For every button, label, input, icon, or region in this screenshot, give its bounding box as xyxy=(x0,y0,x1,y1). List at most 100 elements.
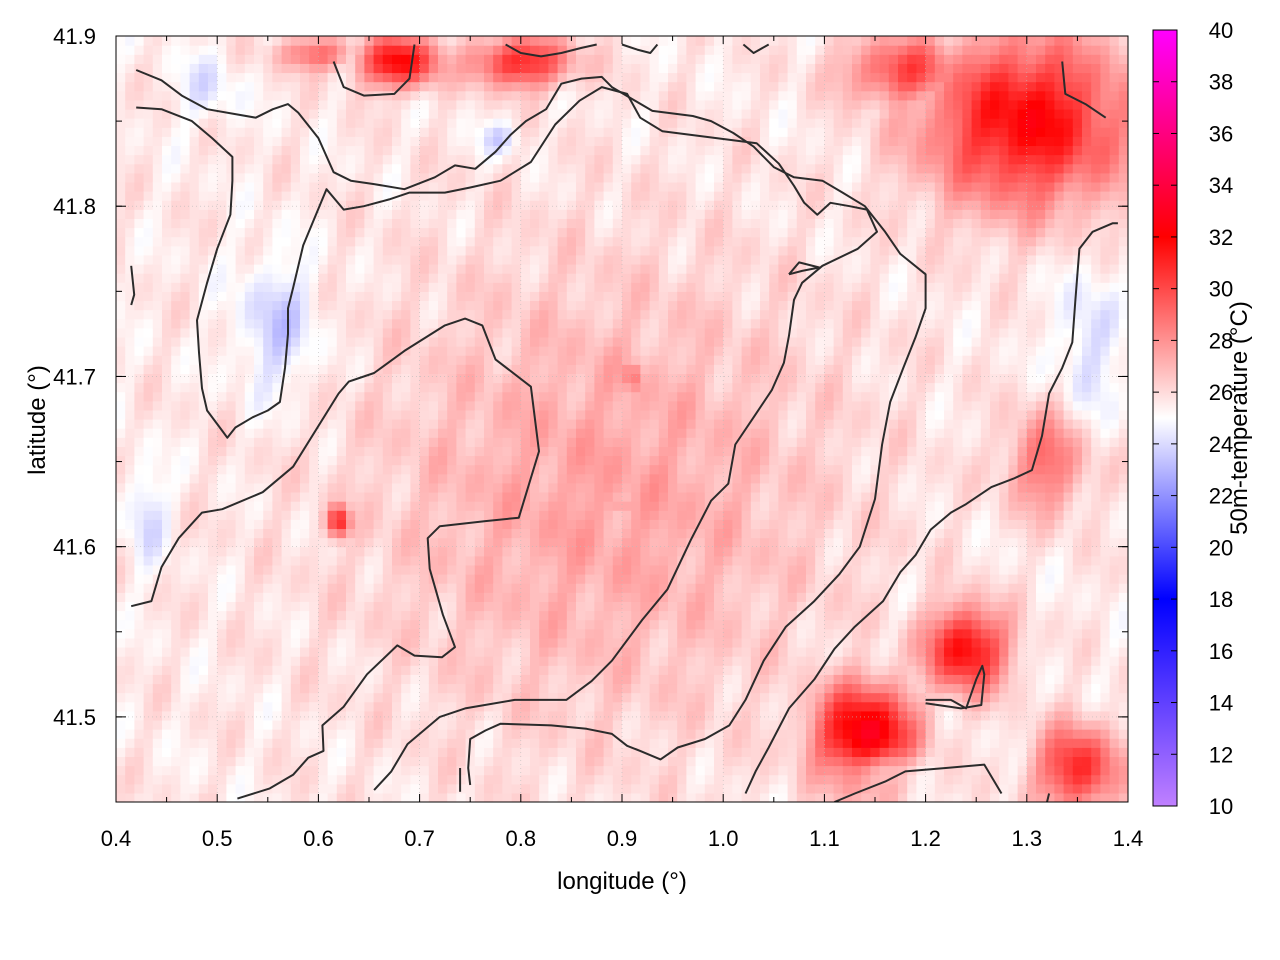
heatmap-cell xyxy=(152,637,163,648)
heatmap-cell xyxy=(152,409,163,420)
heatmap-cell xyxy=(171,99,181,110)
heatmap-cell xyxy=(125,482,135,493)
heatmap-cell xyxy=(346,555,356,566)
heatmap-cell xyxy=(520,610,531,621)
heatmap-cell xyxy=(355,701,365,712)
heatmap-cell xyxy=(290,719,301,730)
heatmap-cell xyxy=(585,209,595,219)
heatmap-cell xyxy=(364,592,375,602)
heatmap-cell xyxy=(493,36,503,46)
heatmap-cell xyxy=(438,464,448,475)
heatmap-cell xyxy=(327,154,338,165)
heatmap-cell xyxy=(281,665,292,675)
heatmap-cell xyxy=(493,172,503,183)
heatmap-cell xyxy=(272,409,283,420)
heatmap-cell xyxy=(401,391,411,402)
heatmap-cell xyxy=(631,81,641,92)
heatmap-cell xyxy=(502,473,513,484)
heatmap-cell xyxy=(548,63,559,74)
heatmap-cell xyxy=(162,419,172,429)
heatmap-cell xyxy=(152,564,163,575)
heatmap-cell xyxy=(576,546,586,557)
heatmap-cell xyxy=(143,263,154,274)
heatmap-cell xyxy=(474,756,485,767)
heatmap-cell xyxy=(594,738,605,748)
heatmap-cell xyxy=(309,273,319,283)
heatmap-cell xyxy=(244,382,255,393)
heatmap-cell xyxy=(309,537,319,548)
heatmap-cell xyxy=(548,510,559,520)
heatmap-cell xyxy=(585,710,595,721)
heatmap-cell xyxy=(300,510,310,520)
heatmap-cell xyxy=(649,792,660,802)
heatmap-cell xyxy=(254,729,264,739)
heatmap-cell xyxy=(465,555,476,566)
heatmap-cell xyxy=(198,473,209,484)
heatmap-cell xyxy=(263,519,273,530)
heatmap-cell xyxy=(474,665,485,675)
heatmap-cell xyxy=(134,665,145,675)
heatmap-cell xyxy=(419,482,430,493)
heatmap-cell xyxy=(419,783,430,794)
heatmap-cell xyxy=(263,428,273,438)
heatmap-cell xyxy=(336,282,347,292)
heatmap-cell xyxy=(419,108,430,119)
heatmap-cell xyxy=(226,382,237,393)
heatmap-cell xyxy=(116,592,126,602)
heatmap-cell xyxy=(548,656,559,666)
heatmap-cell xyxy=(355,482,365,493)
heatmap-cell xyxy=(465,72,476,83)
heatmap-cell xyxy=(649,428,660,438)
heatmap-cell xyxy=(189,710,200,721)
heatmap-cell xyxy=(346,72,356,83)
heatmap-cell xyxy=(116,263,126,274)
heatmap-cell xyxy=(254,646,264,657)
heatmap-cell xyxy=(566,136,577,147)
heatmap-cell xyxy=(658,701,669,712)
heatmap-cell xyxy=(603,482,614,493)
heatmap-cell xyxy=(585,181,595,192)
heatmap-cell xyxy=(217,54,227,64)
heatmap-cell xyxy=(530,710,540,721)
heatmap-cell xyxy=(162,336,172,347)
heatmap-cell xyxy=(539,200,549,210)
heatmap-cell xyxy=(530,747,540,758)
heatmap-cell xyxy=(484,428,494,438)
heatmap-cell xyxy=(502,747,513,758)
heatmap-cell xyxy=(474,346,485,356)
heatmap-cell xyxy=(171,637,181,648)
heatmap-cell xyxy=(235,154,246,165)
heatmap-cell xyxy=(134,291,145,302)
heatmap-cell xyxy=(612,501,623,511)
heatmap-cell xyxy=(493,738,503,748)
heatmap-cell xyxy=(208,610,218,621)
heatmap-cell xyxy=(649,118,660,128)
heatmap-cell xyxy=(585,692,595,703)
heatmap-cell xyxy=(594,309,605,320)
heatmap-cell xyxy=(272,792,283,802)
heatmap-cell xyxy=(364,227,375,238)
heatmap-cell xyxy=(649,464,660,475)
heatmap-cell xyxy=(162,437,172,447)
heatmap-cell xyxy=(382,90,393,101)
heatmap-cell xyxy=(244,519,255,530)
heatmap-cell xyxy=(484,391,494,402)
heatmap-cell xyxy=(346,364,356,375)
heatmap-cell xyxy=(116,756,126,767)
heatmap-cell xyxy=(244,628,255,639)
heatmap-cell xyxy=(557,191,568,201)
heatmap-cell xyxy=(649,63,660,74)
heatmap-cell xyxy=(566,574,577,584)
heatmap-cell xyxy=(566,501,577,511)
heatmap-cell xyxy=(465,491,476,502)
heatmap-cell xyxy=(465,419,476,429)
heatmap-cell xyxy=(640,765,651,776)
heatmap-cell xyxy=(548,364,559,375)
heatmap-cell xyxy=(336,473,347,484)
heatmap-cell xyxy=(290,382,301,393)
heatmap-cell xyxy=(116,364,126,375)
heatmap-cell xyxy=(180,464,191,475)
heatmap-cell xyxy=(511,254,522,265)
heatmap-cell xyxy=(530,118,540,128)
heatmap-cell xyxy=(428,81,439,92)
